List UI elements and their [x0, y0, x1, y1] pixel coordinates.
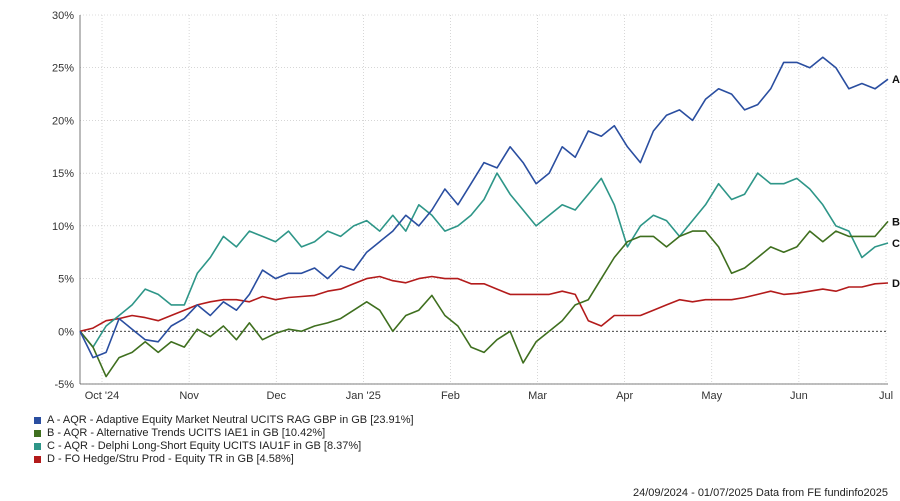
x-tick-label: May	[701, 390, 722, 402]
legend-swatch	[34, 417, 41, 424]
x-tick-label: Jul	[879, 390, 893, 402]
axes: 30% 25% 20% 15% 10% 5% 0% -5% Oct '24 Nov Dec Jan '…	[52, 10, 893, 402]
series-end-label-b: B	[892, 216, 900, 228]
series-line-d	[79, 275, 889, 333]
legend-item-b: B - AQR - Alternative Trends UCITS IAE1 …	[34, 427, 414, 440]
series-end-label-d: D	[892, 278, 900, 290]
x-tick-label: Oct '24	[85, 390, 120, 402]
y-tick-label: 10%	[52, 221, 74, 233]
series-end-label-c: C	[892, 238, 900, 250]
legend-swatch	[34, 443, 41, 450]
legend-item-c: C - AQR - Delphi Long-Short Equity UCITS…	[34, 440, 414, 453]
legend-label: C - AQR - Delphi Long-Short Equity UCITS…	[47, 440, 362, 452]
x-tick-label: Nov	[179, 390, 199, 402]
x-tick-label: Dec	[266, 390, 286, 402]
y-tick-label: 0%	[58, 326, 74, 338]
series-line-c	[79, 172, 889, 348]
legend-swatch	[34, 456, 41, 463]
series-end-label-a: A	[892, 74, 900, 86]
legend-swatch	[34, 430, 41, 437]
series-end-labels: A BC D	[892, 74, 900, 290]
y-tick-label: 5%	[58, 274, 74, 286]
grid-lines	[80, 14, 888, 385]
y-tick-label: 30%	[52, 10, 74, 22]
legend-item-d: D - FO Hedge/Stru Prod - Equity TR in GB…	[34, 453, 414, 466]
series-line-a	[79, 56, 889, 359]
x-tick-label: Jun	[790, 390, 808, 402]
y-tick-label: 25%	[52, 63, 74, 75]
legend-label: D - FO Hedge/Stru Prod - Equity TR in GB…	[47, 453, 294, 465]
footer-source-text: 24/09/2024 - 01/07/2025 Data from FE fun…	[632, 487, 888, 499]
x-tick-label: Feb	[441, 390, 460, 402]
legend: A - AQR - Adaptive Equity Market Neutral…	[34, 414, 414, 466]
series-lines	[79, 56, 889, 378]
legend-label: A - AQR - Adaptive Equity Market Neutral…	[47, 414, 414, 426]
line-chart: 30% 25% 20% 15% 10% 5% 0% -5% Oct '24 Nov Dec Jan '…	[52, 10, 900, 402]
x-tick-label: Apr	[616, 390, 633, 402]
x-tick-label: Jan '25	[346, 390, 381, 402]
legend-label: B - AQR - Alternative Trends UCITS IAE1 …	[47, 427, 326, 439]
x-tick-label: Mar	[528, 390, 547, 402]
y-tick-label: 15%	[52, 168, 74, 180]
series-line-b	[79, 220, 889, 378]
y-tick-label: 20%	[52, 115, 74, 127]
y-tick-label: -5%	[54, 379, 74, 391]
legend-item-a: A - AQR - Adaptive Equity Market Neutral…	[34, 414, 414, 427]
